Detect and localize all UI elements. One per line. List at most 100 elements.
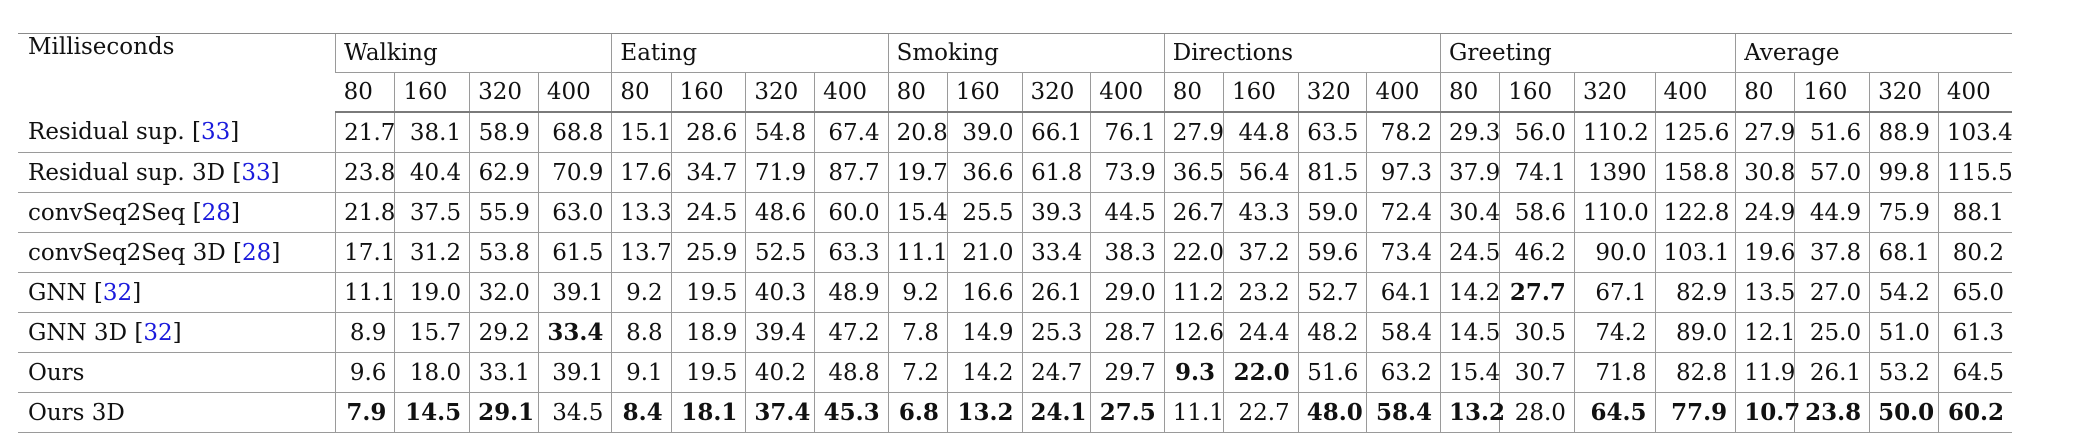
value-cell: 68.8 [537, 112, 612, 153]
value-cell: 28.0 [1499, 392, 1575, 433]
value-cell: 76.1 [1090, 112, 1165, 153]
value-cell: 22.7 [1223, 392, 1299, 433]
table-row: Ours 3D 7.9 14.5 29.1 34.5 8.4 18.1 37.4 45.3 6.8… [18, 392, 2012, 433]
value-cell: 33.1 [469, 352, 539, 393]
method-name-cell: Residual sup. 3D [33] [18, 152, 336, 193]
value-cell: 7.2 [887, 352, 948, 393]
value-cell: 27.7 [1499, 272, 1575, 313]
method-name-cell: GNN 3D [32] [18, 312, 336, 353]
value-cell: 25.0 [1794, 312, 1870, 353]
value-cell: 11.2 [1163, 272, 1224, 313]
table-row: GNN 3D [32] 8.9 15.7 29.2 33.4 8.8 18.9 39.4 47.… [18, 312, 2012, 353]
value-cell: 61.8 [1021, 152, 1091, 193]
value-cell: 31.2 [394, 232, 470, 273]
value-cell: 64.5 [1573, 392, 1656, 433]
value-cell: 65.0 [1937, 272, 2012, 313]
value-cell: 53.8 [469, 232, 539, 273]
value-cell: 14.5 [394, 392, 470, 433]
value-cell: 11.1 [1163, 392, 1224, 433]
value-cell: 34.5 [537, 392, 612, 433]
value-cell: 23.2 [1223, 272, 1299, 313]
citation-link[interactable]: 28 [242, 239, 272, 266]
value-cell: 63.5 [1297, 112, 1367, 153]
citation-link[interactable]: 28 [201, 199, 231, 226]
timestep-header: 400 [1937, 72, 2012, 113]
value-cell: 26.1 [1794, 352, 1870, 393]
value-cell: 89.0 [1654, 312, 1736, 353]
value-cell: 55.9 [469, 192, 539, 233]
value-cell: 158.8 [1654, 152, 1736, 193]
citation-link[interactable]: 32 [143, 319, 173, 346]
value-cell: 33.4 [1021, 232, 1091, 273]
value-cell: 1390 [1573, 152, 1656, 193]
value-cell: 77.9 [1654, 392, 1736, 433]
value-cell: 63.3 [814, 232, 889, 273]
value-cell: 29.3 [1439, 112, 1500, 153]
value-cell: 8.9 [335, 312, 395, 353]
value-cell: 58.6 [1499, 192, 1575, 233]
value-cell: 37.8 [1794, 232, 1870, 273]
timestep-header: 400 [537, 72, 612, 113]
value-cell: 17.1 [335, 232, 395, 273]
value-cell: 37.9 [1439, 152, 1500, 193]
value-cell: 18.0 [394, 352, 470, 393]
value-cell: 13.3 [611, 192, 672, 233]
value-cell: 53.2 [1869, 352, 1939, 393]
value-cell: 110.0 [1573, 192, 1656, 233]
value-cell: 48.2 [1297, 312, 1367, 353]
value-cell: 73.4 [1366, 232, 1441, 273]
value-cell: 44.9 [1794, 192, 1870, 233]
value-cell: 57.0 [1794, 152, 1870, 193]
value-cell: 11.1 [887, 232, 948, 273]
value-cell: 58.4 [1366, 392, 1441, 433]
value-cell: 90.0 [1573, 232, 1656, 273]
value-cell: 48.0 [1297, 392, 1367, 433]
value-cell: 73.9 [1090, 152, 1165, 193]
value-cell: 7.8 [887, 312, 948, 353]
value-cell: 20.8 [887, 112, 948, 153]
citation-link[interactable]: 33 [200, 119, 231, 145]
value-cell: 24.1 [1021, 392, 1091, 433]
value-cell: 19.5 [670, 352, 746, 393]
value-cell: 64.1 [1366, 272, 1441, 313]
value-cell: 14.5 [1439, 312, 1500, 353]
value-cell: 58.4 [1366, 312, 1441, 353]
value-cell: 14.2 [946, 352, 1023, 393]
value-cell: 37.5 [394, 192, 470, 233]
value-cell: 30.4 [1439, 192, 1500, 233]
value-cell: 61.5 [537, 232, 612, 273]
citation-link[interactable]: 32 [102, 279, 133, 306]
value-cell: 7.9 [335, 392, 395, 433]
value-cell: 27.5 [1090, 392, 1165, 433]
value-cell: 39.4 [745, 312, 815, 353]
value-cell: 27.9 [1163, 112, 1224, 153]
value-cell: 33.4 [537, 312, 612, 353]
timestep-header: 160 [1223, 72, 1299, 113]
value-cell: 15.4 [1439, 352, 1500, 393]
value-cell: 9.6 [335, 352, 395, 393]
value-cell: 22.0 [1223, 352, 1299, 393]
method-name: GNN [28, 279, 87, 306]
value-cell: 17.6 [611, 152, 672, 193]
value-cell: 60.0 [814, 192, 889, 233]
timestep-header: 160 [394, 72, 470, 113]
value-cell: 25.3 [1021, 312, 1091, 353]
value-cell: 58.9 [469, 112, 539, 153]
timestep-header: 320 [1869, 72, 1939, 113]
timestep-header: 160 [1794, 72, 1870, 113]
value-cell: 50.0 [1869, 392, 1939, 433]
value-cell: 29.7 [1090, 352, 1165, 393]
method-name: convSeq2Seq 3D [28, 239, 226, 266]
value-cell: 30.8 [1735, 152, 1795, 193]
table-body: Residual sup. [33] 21.7 38.1 58.9 68.8 15.1 28… [18, 112, 2013, 433]
citation-link[interactable]: 33 [241, 159, 271, 186]
value-cell: 125.6 [1654, 112, 1736, 153]
value-cell: 60.2 [1937, 392, 2012, 433]
value-cell: 26.1 [1021, 272, 1091, 313]
value-cell: 14.9 [946, 312, 1023, 353]
timestep-header: 320 [1573, 72, 1656, 113]
value-cell: 13.7 [611, 232, 672, 273]
value-cell: 24.9 [1735, 192, 1795, 233]
value-cell: 32.0 [469, 272, 539, 313]
value-cell: 45.3 [814, 392, 889, 433]
